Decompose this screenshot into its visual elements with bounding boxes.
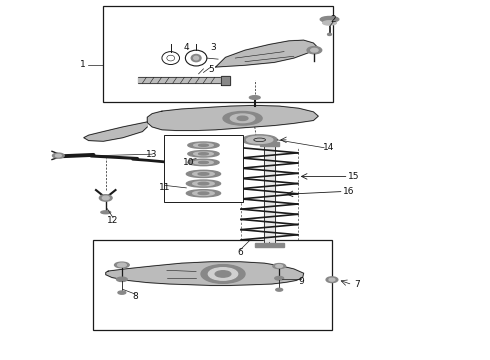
Text: 7: 7 <box>354 280 360 289</box>
Text: 2: 2 <box>330 15 336 24</box>
Polygon shape <box>106 262 304 285</box>
Text: 10: 10 <box>183 158 195 167</box>
Text: 12: 12 <box>107 216 119 225</box>
Ellipse shape <box>323 21 336 25</box>
Ellipse shape <box>193 191 214 195</box>
Bar <box>260 141 279 146</box>
Ellipse shape <box>215 271 231 277</box>
Text: 8: 8 <box>132 292 138 301</box>
Ellipse shape <box>198 153 208 155</box>
Bar <box>255 243 284 247</box>
Ellipse shape <box>52 153 64 158</box>
Ellipse shape <box>198 192 209 194</box>
Bar <box>164 135 243 202</box>
Bar <box>138 77 220 83</box>
Text: 16: 16 <box>343 187 354 196</box>
Ellipse shape <box>311 48 318 52</box>
Ellipse shape <box>193 181 214 186</box>
Ellipse shape <box>193 172 214 176</box>
Ellipse shape <box>118 263 126 267</box>
Ellipse shape <box>188 150 219 157</box>
Text: 13: 13 <box>147 150 158 159</box>
Ellipse shape <box>201 265 245 283</box>
Ellipse shape <box>237 116 248 121</box>
Ellipse shape <box>198 161 208 163</box>
Ellipse shape <box>276 288 283 291</box>
Ellipse shape <box>194 161 213 164</box>
Ellipse shape <box>186 190 220 197</box>
Ellipse shape <box>230 114 255 123</box>
Ellipse shape <box>246 136 273 143</box>
Ellipse shape <box>276 265 283 267</box>
Text: 1: 1 <box>80 60 86 69</box>
Ellipse shape <box>188 142 219 148</box>
Ellipse shape <box>117 277 127 282</box>
Ellipse shape <box>115 262 129 268</box>
Text: 15: 15 <box>348 172 359 181</box>
Ellipse shape <box>249 96 260 99</box>
Ellipse shape <box>186 170 220 177</box>
Ellipse shape <box>55 154 61 157</box>
Bar <box>93 240 332 330</box>
Ellipse shape <box>194 143 213 147</box>
Polygon shape <box>84 122 147 141</box>
Ellipse shape <box>242 135 277 145</box>
Ellipse shape <box>118 291 126 294</box>
Ellipse shape <box>329 278 335 281</box>
Ellipse shape <box>208 268 238 280</box>
Bar <box>220 76 230 85</box>
Ellipse shape <box>320 17 339 22</box>
Circle shape <box>191 54 201 62</box>
Text: 3: 3 <box>210 43 216 52</box>
Polygon shape <box>147 105 318 131</box>
Ellipse shape <box>198 182 209 185</box>
Text: 14: 14 <box>323 143 335 152</box>
Ellipse shape <box>194 152 213 156</box>
Text: 4: 4 <box>184 43 189 52</box>
Text: 6: 6 <box>237 248 243 257</box>
Polygon shape <box>216 40 318 67</box>
Ellipse shape <box>102 196 109 200</box>
Text: 11: 11 <box>159 183 170 192</box>
Text: 5: 5 <box>208 65 214 74</box>
Ellipse shape <box>186 180 220 187</box>
Ellipse shape <box>223 112 262 125</box>
Ellipse shape <box>273 264 286 269</box>
Ellipse shape <box>307 46 322 54</box>
Ellipse shape <box>328 33 331 36</box>
Ellipse shape <box>198 173 209 175</box>
Text: 9: 9 <box>298 276 304 285</box>
Circle shape <box>194 56 198 60</box>
Bar <box>264 144 275 245</box>
Ellipse shape <box>326 277 338 283</box>
Ellipse shape <box>188 159 219 166</box>
Ellipse shape <box>101 211 111 214</box>
Ellipse shape <box>99 195 112 201</box>
Ellipse shape <box>275 276 284 280</box>
Bar <box>103 6 333 102</box>
Ellipse shape <box>198 144 208 146</box>
